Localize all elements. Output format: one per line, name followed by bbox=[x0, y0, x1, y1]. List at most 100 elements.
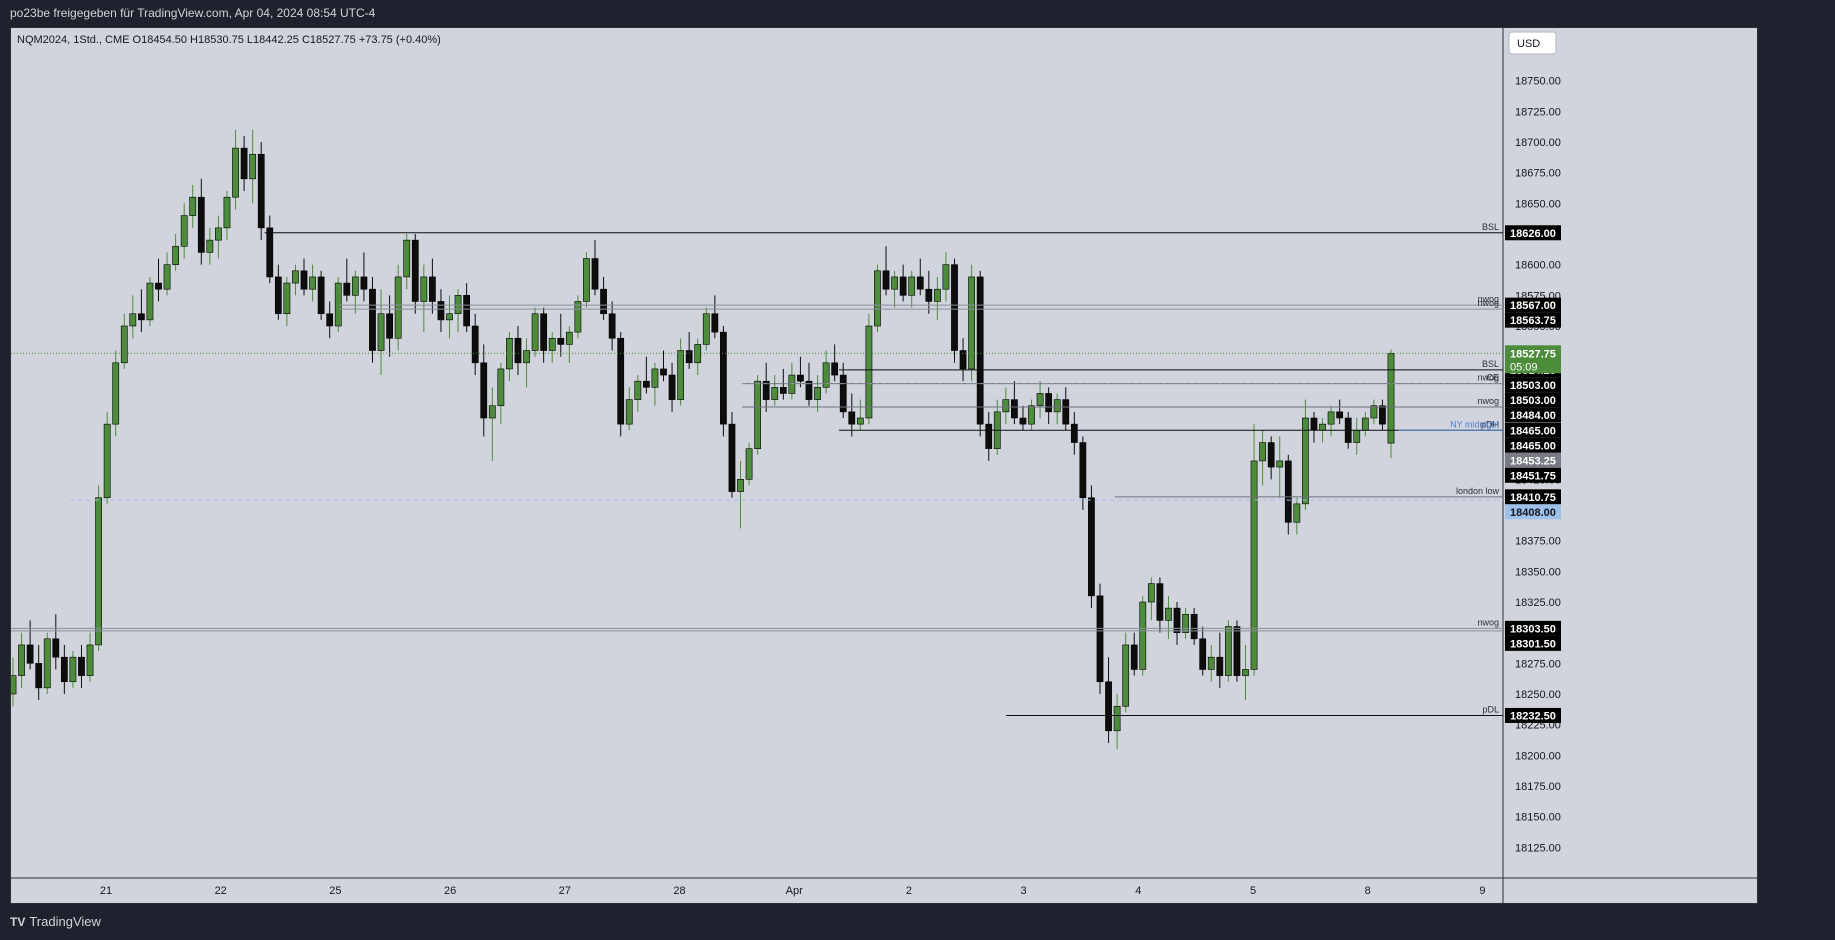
x-tick-label: 22 bbox=[215, 885, 227, 897]
y-tick-label: 18350.00 bbox=[1515, 566, 1561, 578]
candle-body bbox=[1131, 645, 1137, 670]
candle-body bbox=[130, 314, 136, 326]
candle-body bbox=[361, 277, 367, 289]
candle-body bbox=[772, 387, 778, 399]
candle-body bbox=[1105, 682, 1111, 731]
y-tick-label: 18675.00 bbox=[1515, 168, 1561, 180]
candle-body bbox=[1191, 614, 1197, 639]
candle-body bbox=[814, 387, 820, 399]
candle-body bbox=[1371, 406, 1377, 418]
x-tick-label: 2 bbox=[906, 885, 912, 897]
candle-body bbox=[352, 277, 358, 295]
price-axis-label-text: 18567.00 bbox=[1510, 300, 1556, 312]
candle-body bbox=[1063, 400, 1069, 425]
candle-body bbox=[660, 369, 666, 375]
candle-body bbox=[669, 375, 675, 400]
candle-body bbox=[866, 326, 872, 418]
candle-body bbox=[1011, 400, 1017, 418]
candle-body bbox=[1097, 596, 1103, 682]
candle-body bbox=[395, 277, 401, 338]
candle-body bbox=[686, 351, 692, 363]
candle-body bbox=[532, 314, 538, 351]
candle-body bbox=[652, 369, 658, 387]
candle-body bbox=[344, 283, 350, 295]
x-tick-label: 8 bbox=[1365, 885, 1371, 897]
candle-body bbox=[583, 259, 589, 302]
candle-body bbox=[1140, 602, 1146, 669]
candle-body bbox=[592, 259, 598, 290]
candle-body bbox=[198, 197, 204, 252]
candle-body bbox=[429, 277, 435, 302]
candle-body bbox=[1217, 657, 1223, 675]
candle-body bbox=[215, 228, 221, 240]
candle-body bbox=[1157, 584, 1163, 621]
candle-body bbox=[164, 265, 170, 290]
candle-body bbox=[1071, 424, 1077, 442]
candle-body bbox=[1285, 461, 1291, 522]
chart-pane[interactable]: 18125.0018150.0018175.0018200.0018225.00… bbox=[10, 27, 1758, 904]
level-tag: BSL bbox=[1482, 222, 1499, 232]
candle-body bbox=[327, 314, 333, 326]
candle-body bbox=[404, 240, 410, 277]
candle-body bbox=[1302, 418, 1308, 504]
x-tick-label: Apr bbox=[786, 885, 803, 897]
candle-body bbox=[883, 271, 889, 289]
candle-body bbox=[840, 375, 846, 412]
candle-body bbox=[1260, 443, 1266, 461]
candle-body bbox=[720, 332, 726, 424]
y-tick-label: 18600.00 bbox=[1515, 260, 1561, 272]
candle-body bbox=[900, 277, 906, 295]
candle-body bbox=[1046, 393, 1052, 411]
candle-body bbox=[378, 314, 384, 351]
candle-body bbox=[523, 351, 529, 363]
candle-body bbox=[250, 154, 256, 179]
candle-body bbox=[849, 412, 855, 424]
candle-body bbox=[472, 326, 478, 363]
level-tag: london low bbox=[1456, 486, 1500, 496]
tradingview-logo-icon[interactable]: TV bbox=[10, 905, 25, 940]
candle-body bbox=[874, 271, 880, 326]
candle-body bbox=[1354, 430, 1360, 442]
candle-body bbox=[258, 154, 264, 228]
candle-body bbox=[1225, 627, 1231, 676]
candle-body bbox=[977, 277, 983, 424]
candle-body bbox=[121, 326, 127, 363]
candle-body bbox=[275, 277, 281, 314]
y-tick-label: 18375.00 bbox=[1515, 536, 1561, 548]
x-tick-label: 28 bbox=[673, 885, 685, 897]
price-axis-label-text: 18563.75 bbox=[1510, 315, 1556, 327]
y-tick-label: 18150.00 bbox=[1515, 812, 1561, 824]
x-tick-label: 9 bbox=[1479, 885, 1485, 897]
candle-body bbox=[489, 406, 495, 418]
price-chart[interactable]: 18125.0018150.0018175.0018200.0018225.00… bbox=[11, 28, 1759, 905]
candle-body bbox=[27, 645, 33, 663]
candle-body bbox=[421, 277, 427, 302]
candle-body bbox=[1379, 406, 1385, 424]
candle-body bbox=[1183, 614, 1189, 632]
candle-body bbox=[566, 332, 572, 344]
candle-body bbox=[292, 271, 298, 283]
candle-body bbox=[464, 295, 470, 326]
candle-body bbox=[558, 338, 564, 344]
candle-body bbox=[703, 314, 709, 345]
price-axis-label-text: 18503.00 bbox=[1510, 380, 1556, 392]
candle-body bbox=[78, 657, 84, 675]
candle-body bbox=[18, 645, 24, 676]
candle-body bbox=[181, 216, 187, 247]
candle-body bbox=[609, 314, 615, 339]
candle-body bbox=[575, 301, 581, 332]
candle-body bbox=[1319, 424, 1325, 430]
x-tick-label: 27 bbox=[559, 885, 571, 897]
candle-body bbox=[1148, 584, 1154, 602]
candle-body bbox=[190, 197, 196, 215]
candle-body bbox=[1294, 504, 1300, 522]
candle-body bbox=[455, 295, 461, 313]
candle-body bbox=[626, 400, 632, 425]
candle-body bbox=[284, 283, 290, 314]
candle-body bbox=[712, 314, 718, 332]
candle-body bbox=[104, 424, 110, 498]
candle-body bbox=[1208, 657, 1214, 669]
price-axis-label-text: 18301.50 bbox=[1510, 638, 1556, 650]
candle-body bbox=[832, 363, 838, 375]
level-tag: nwog bbox=[1477, 617, 1499, 627]
